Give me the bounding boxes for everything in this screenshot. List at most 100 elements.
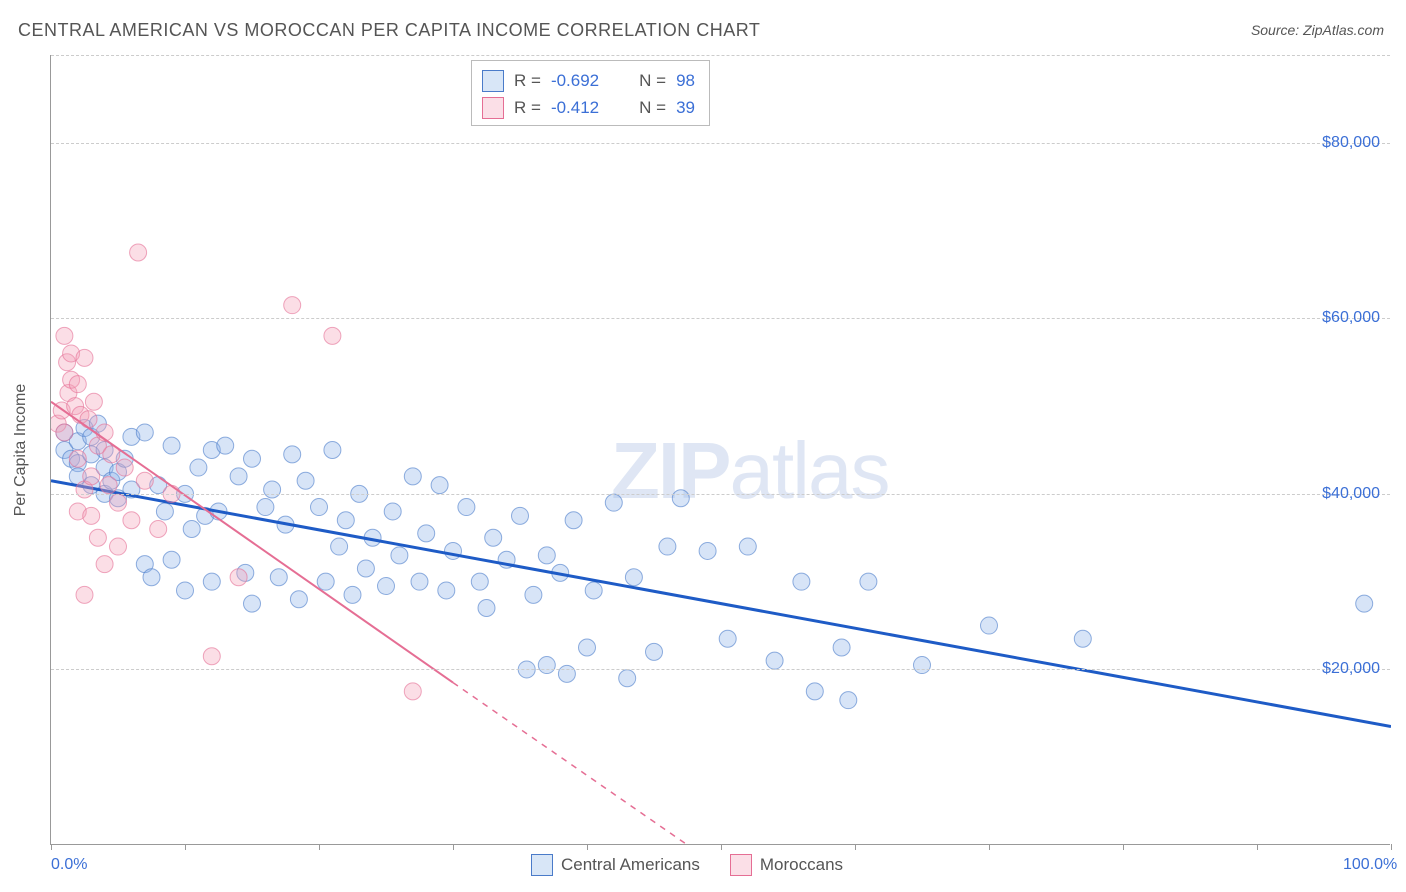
data-point <box>284 446 301 463</box>
series-swatch <box>482 70 504 92</box>
legend-swatch <box>730 854 752 876</box>
data-point <box>391 547 408 564</box>
x-tick <box>51 844 52 850</box>
source-prefix: Source: <box>1251 22 1303 38</box>
data-point <box>317 573 334 590</box>
data-point <box>217 437 234 454</box>
stats-row: R =-0.692N =98 <box>482 67 695 94</box>
data-point <box>411 573 428 590</box>
data-point <box>244 595 261 612</box>
data-point <box>914 657 931 674</box>
data-point <box>230 569 247 586</box>
data-point <box>190 459 207 476</box>
gridline <box>51 494 1390 495</box>
r-label: R = <box>514 94 541 121</box>
data-point <box>585 582 602 599</box>
x-tick <box>453 844 454 850</box>
data-point <box>840 692 857 709</box>
data-point <box>1356 595 1373 612</box>
gridline <box>51 143 1390 144</box>
data-point <box>384 503 401 520</box>
data-point <box>284 297 301 314</box>
data-point <box>177 582 194 599</box>
data-point <box>80 411 97 428</box>
data-point <box>56 424 73 441</box>
data-point <box>404 468 421 485</box>
data-point <box>96 556 113 573</box>
n-value: 39 <box>676 94 695 121</box>
data-point <box>525 586 542 603</box>
data-point <box>264 481 281 498</box>
data-point <box>471 573 488 590</box>
data-point <box>458 499 475 516</box>
n-label: N = <box>639 67 666 94</box>
gridline <box>51 55 1390 56</box>
data-point <box>625 569 642 586</box>
y-tick-label: $20,000 <box>1322 660 1380 678</box>
data-point <box>69 376 86 393</box>
data-point <box>605 494 622 511</box>
data-point <box>163 551 180 568</box>
data-point <box>83 468 100 485</box>
data-point <box>538 547 555 564</box>
data-point <box>100 477 117 494</box>
data-point <box>337 512 354 529</box>
data-point <box>860 573 877 590</box>
data-point <box>324 442 341 459</box>
data-point <box>485 529 502 546</box>
data-point <box>579 639 596 656</box>
gridline <box>51 669 1390 670</box>
x-tick <box>1257 844 1258 850</box>
data-point <box>404 683 421 700</box>
legend-label: Central Americans <box>561 855 700 875</box>
source-attribution: Source: ZipAtlas.com <box>1251 22 1384 38</box>
data-point <box>538 657 555 674</box>
data-point <box>438 582 455 599</box>
data-point <box>83 507 100 524</box>
data-point <box>659 538 676 555</box>
trend-line-extrapolated <box>453 683 688 845</box>
legend-label: Moroccans <box>760 855 843 875</box>
data-point <box>512 507 529 524</box>
y-tick-label: $80,000 <box>1322 134 1380 152</box>
data-point <box>619 670 636 687</box>
gridline <box>51 318 1390 319</box>
data-point <box>76 586 93 603</box>
x-tick <box>989 844 990 850</box>
data-point <box>130 244 147 261</box>
x-tick-label: 0.0% <box>51 856 87 874</box>
correlation-stats-box: R =-0.692N =98R = -0.412 N = 39 <box>471 60 710 126</box>
data-point <box>344 586 361 603</box>
series-swatch <box>482 97 504 119</box>
legend-item: Moroccans <box>730 854 843 876</box>
data-point <box>76 349 93 366</box>
data-point <box>85 393 102 410</box>
data-point <box>244 450 261 467</box>
data-point <box>203 648 220 665</box>
data-point <box>150 521 167 538</box>
data-point <box>110 494 127 511</box>
data-point <box>418 525 435 542</box>
data-point <box>378 578 395 595</box>
data-point <box>136 472 153 489</box>
data-point <box>331 538 348 555</box>
data-point <box>116 459 133 476</box>
chart-plot-area: Per Capita Income ZIPatlas R =-0.692N =9… <box>50 55 1390 845</box>
data-point <box>143 569 160 586</box>
data-point <box>297 472 314 489</box>
x-tick <box>319 844 320 850</box>
data-point <box>183 521 200 538</box>
data-point <box>981 617 998 634</box>
data-point <box>558 665 575 682</box>
data-point <box>672 490 689 507</box>
data-point <box>806 683 823 700</box>
data-point <box>123 512 140 529</box>
r-label: R = <box>514 67 541 94</box>
chart-title: CENTRAL AMERICAN VS MOROCCAN PER CAPITA … <box>18 20 760 41</box>
scatter-plot-svg <box>51 55 1391 845</box>
y-tick-label: $40,000 <box>1322 485 1380 503</box>
x-tick <box>1391 844 1392 850</box>
r-value: -0.412 <box>551 94 599 121</box>
data-point <box>156 503 173 520</box>
data-point <box>89 529 106 546</box>
